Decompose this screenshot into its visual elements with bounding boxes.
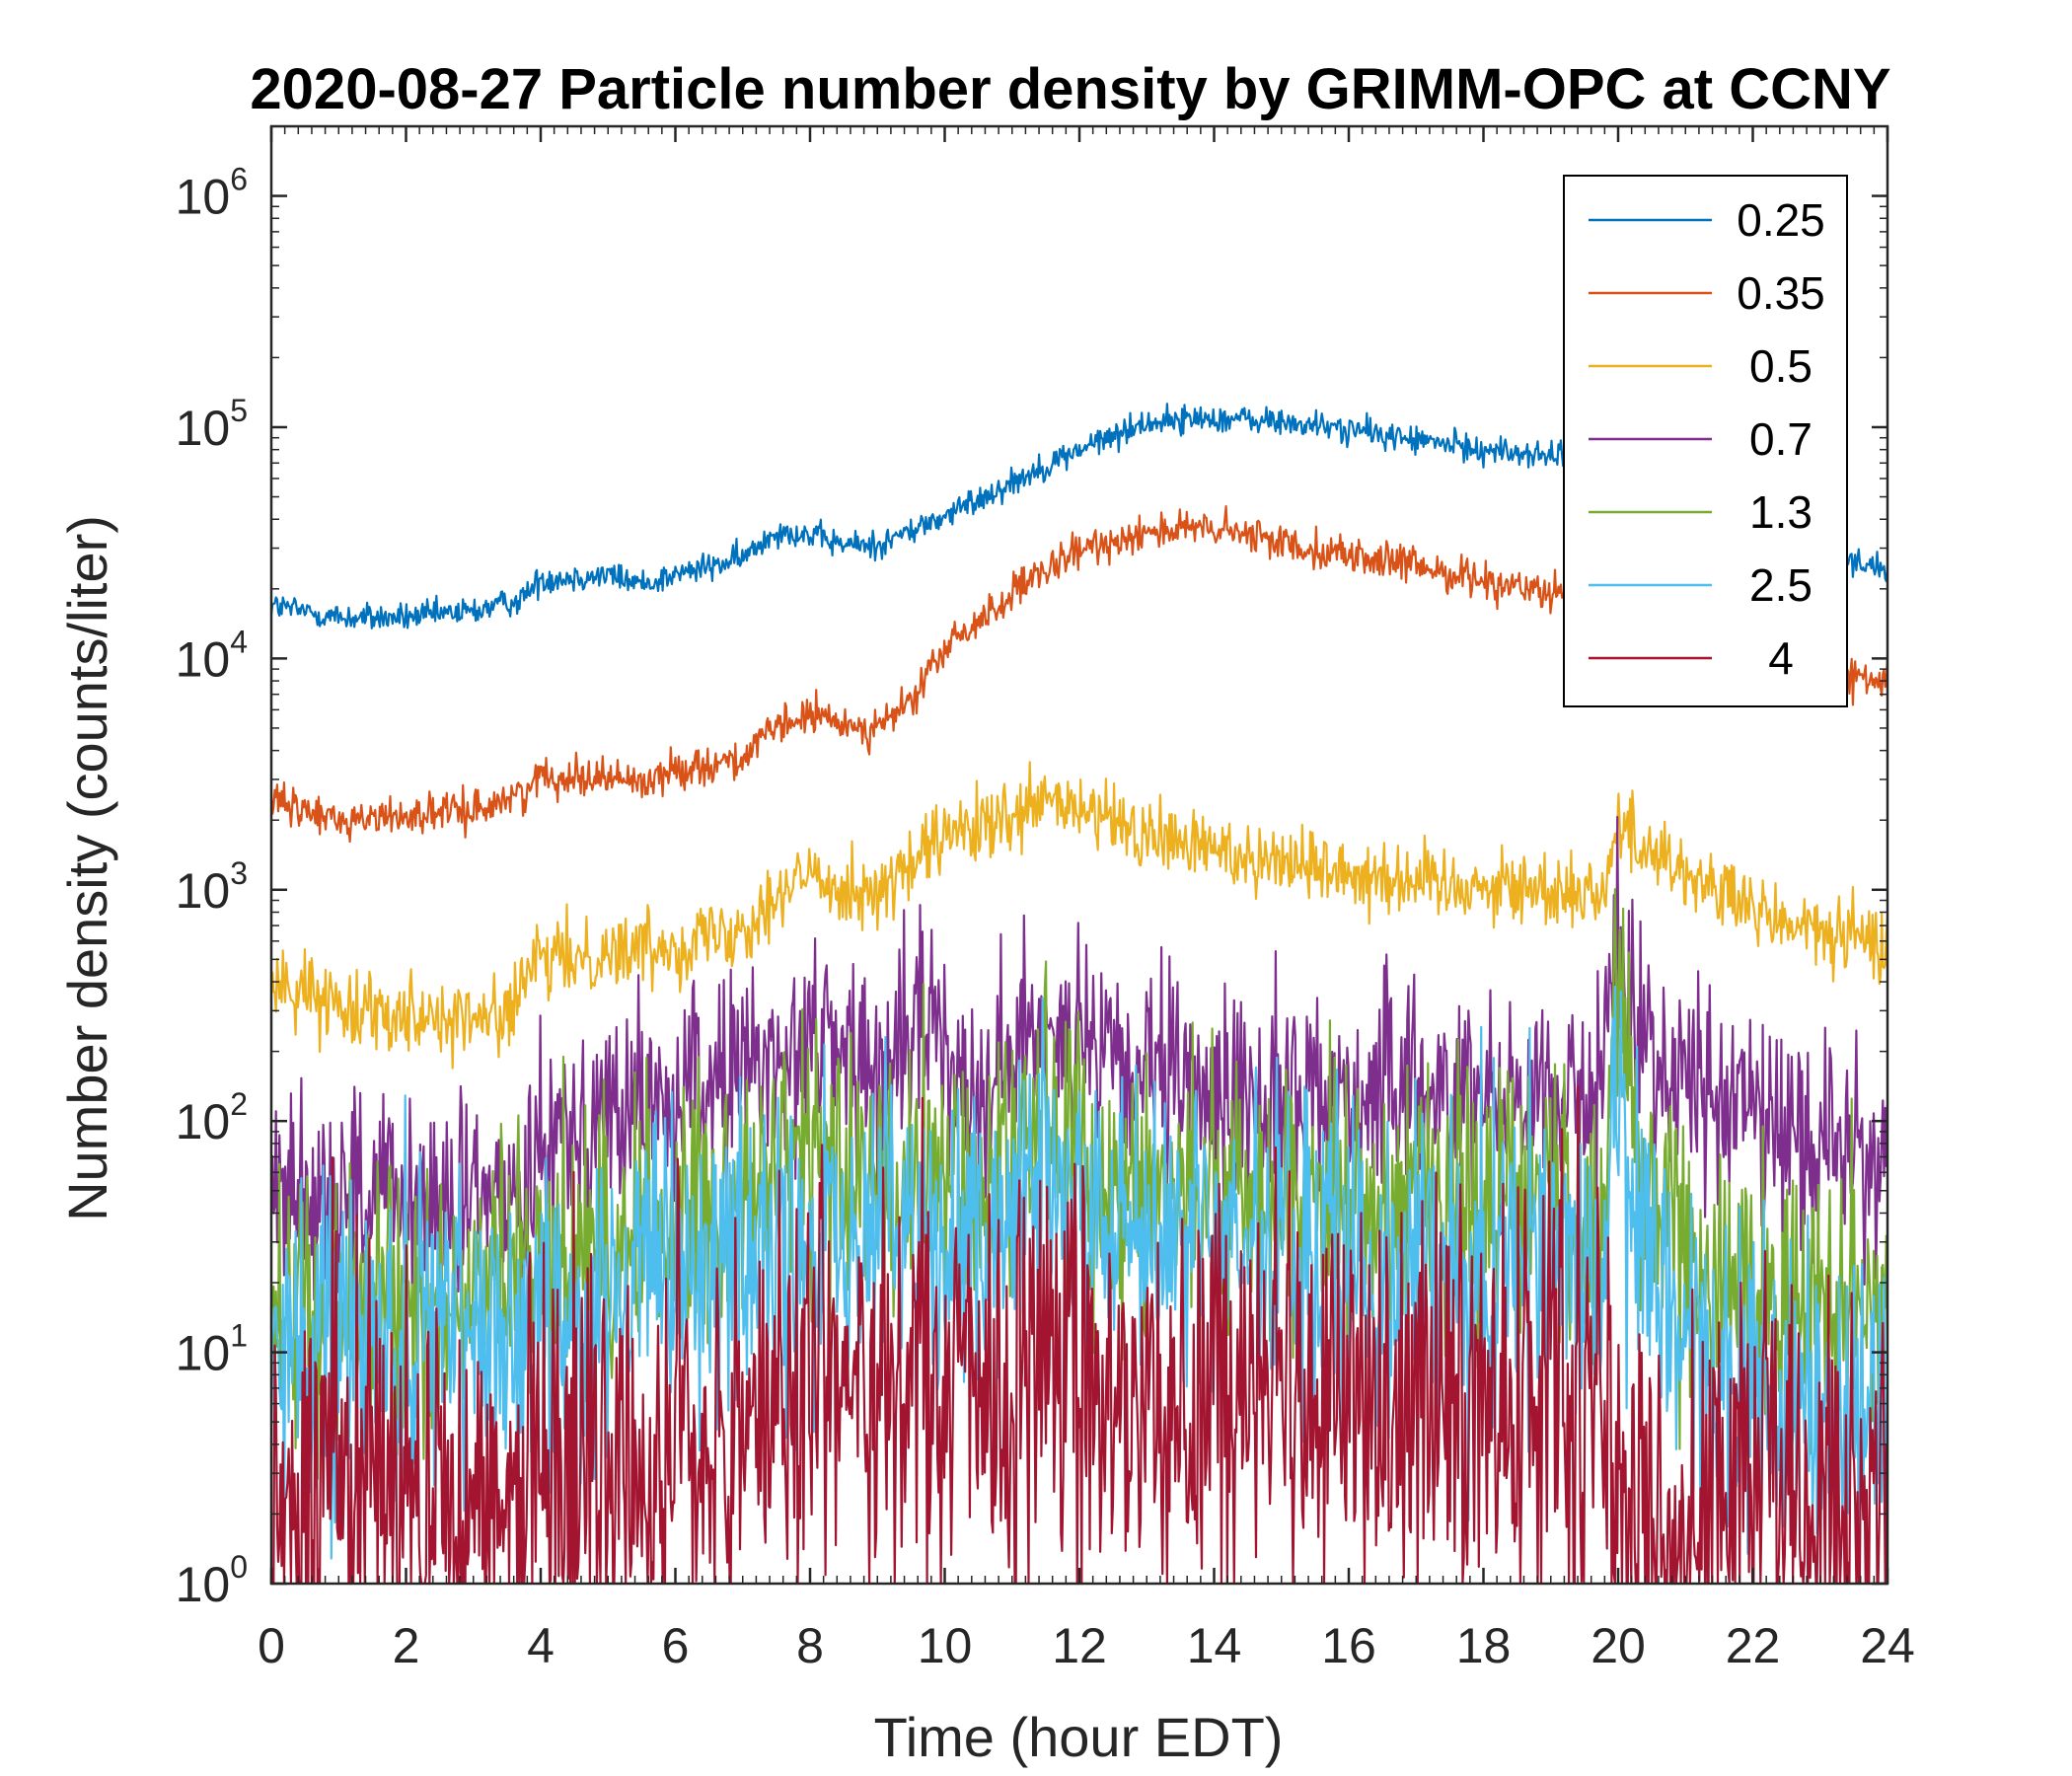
y-tick-label: 102 [176, 1086, 248, 1149]
x-tick-label: 20 [1591, 1618, 1646, 1673]
legend-label: 2.5 [1749, 559, 1813, 611]
x-tick-label: 16 [1321, 1618, 1376, 1673]
legend-label: 4 [1768, 632, 1794, 684]
x-tick-label: 2 [393, 1618, 420, 1673]
chart-title: 2020-08-27 Particle number density by GR… [250, 57, 1890, 121]
x-tick-label: 14 [1187, 1618, 1242, 1673]
x-tick-label: 10 [918, 1618, 973, 1673]
series-line-2-5 [271, 985, 1887, 1584]
tick-labels: 0 2 4 6 8 10 12 14 16 18 20 22 241001011021031041051… [176, 162, 1915, 1673]
x-tick-label: 12 [1052, 1618, 1107, 1673]
legend-label: 0.7 [1749, 413, 1813, 465]
x-tick-label: 4 [527, 1618, 555, 1673]
legend: 0.25 0.35 0.5 0.7 1.3 2.5 4 [1563, 175, 1848, 707]
series-line-4 [271, 1084, 1887, 1584]
x-tick-label: 8 [796, 1618, 824, 1673]
x-tick-label: 6 [662, 1618, 690, 1673]
y-tick-label: 103 [176, 855, 248, 919]
legend-label: 0.25 [1737, 194, 1825, 246]
y-tick-label: 100 [176, 1549, 248, 1612]
x-tick-label: 18 [1456, 1618, 1512, 1673]
y-tick-label: 101 [176, 1318, 248, 1381]
legend-label: 0.5 [1749, 340, 1813, 392]
x-axis-label: Time (hour EDT) [874, 1706, 1284, 1768]
x-tick-label: 22 [1726, 1618, 1781, 1673]
series-line-1-3 [271, 888, 1887, 1480]
legend-box [1563, 175, 1848, 707]
y-tick-label: 106 [176, 162, 248, 225]
y-tick-label: 105 [176, 393, 248, 456]
legend-label: 1.3 [1749, 486, 1813, 538]
plot-area [269, 124, 1889, 1586]
legend-label: 0.35 [1737, 267, 1825, 319]
series-line-0-5 [271, 761, 1887, 1070]
y-axis-label: Number density (counts/liter) [56, 515, 118, 1221]
x-tick-label: 24 [1860, 1618, 1915, 1673]
y-tick-label: 104 [176, 624, 248, 687]
x-tick-label: 0 [258, 1618, 285, 1673]
axis-ticks [269, 125, 1889, 1586]
